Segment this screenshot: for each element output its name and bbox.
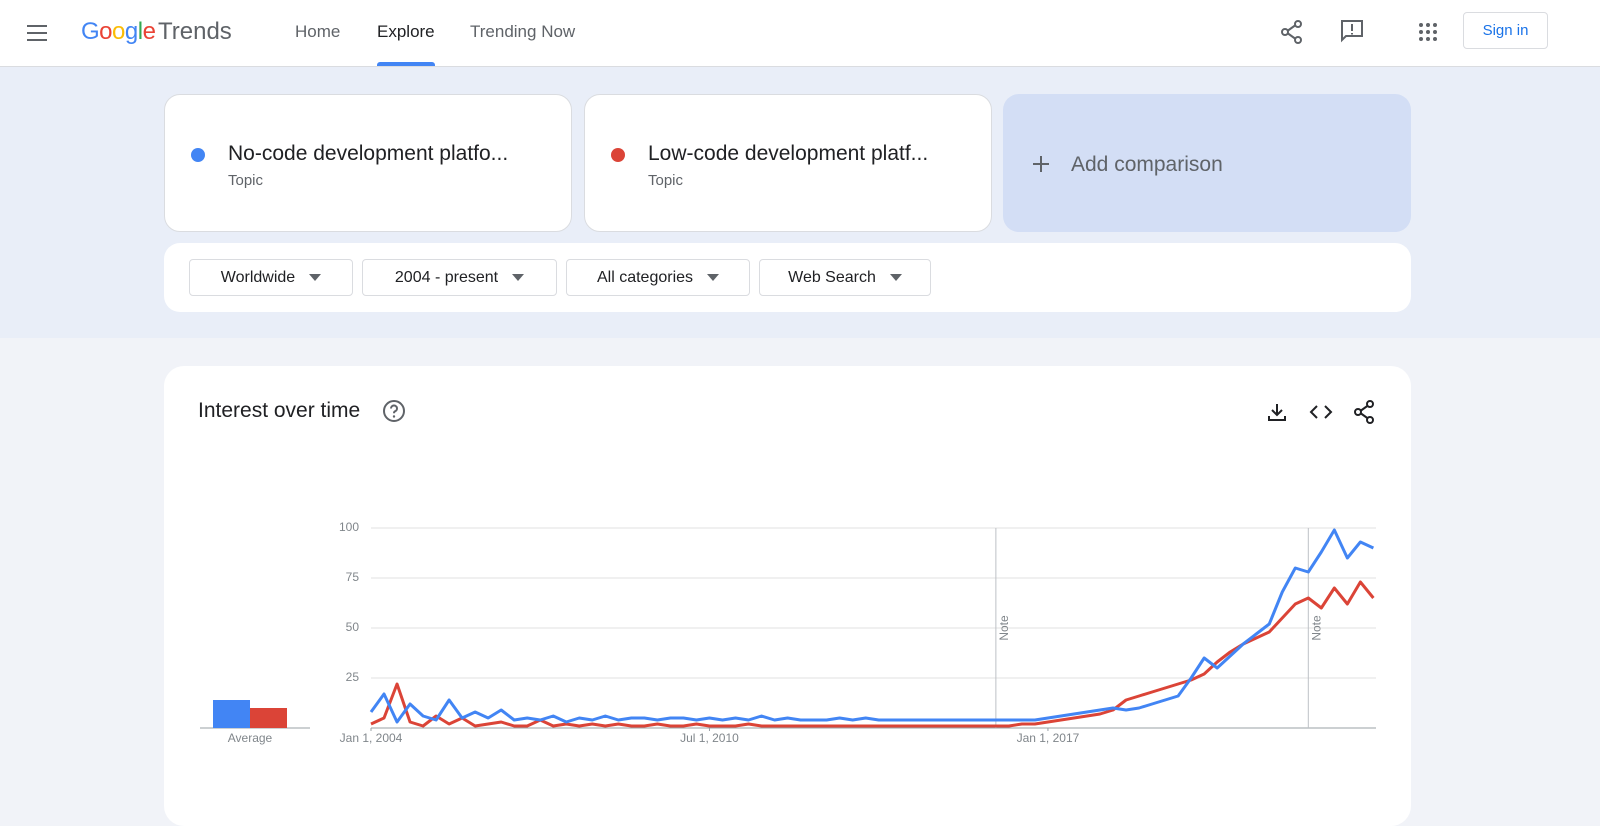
x-tick-label: Jan 1, 2004 [340, 731, 403, 745]
filter-label: Web Search [788, 268, 876, 286]
note-label: Note [997, 615, 1011, 641]
term-dot [611, 148, 625, 162]
logo-letter: o [99, 18, 113, 45]
term-card[interactable]: No-code development platfo... Topic [164, 94, 572, 232]
logo[interactable]: Google [81, 18, 156, 46]
y-tick-label: 50 [346, 620, 360, 634]
caret [889, 274, 902, 281]
filter-dropdown[interactable]: All categories [566, 259, 750, 296]
logo-product: Trends [158, 18, 232, 45]
logo-letter: g [124, 18, 138, 45]
menu-icon[interactable] [26, 24, 48, 42]
term-kind: Topic [648, 172, 684, 189]
caret [707, 274, 720, 281]
average-label: Average [228, 731, 273, 745]
filter-label: All categories [596, 268, 694, 286]
help-icon[interactable] [382, 399, 406, 423]
y-tick-label: 25 [346, 670, 360, 684]
filter-dropdown[interactable]: Worldwide [189, 259, 353, 296]
add-comparison[interactable]: Add comparison [1003, 94, 1411, 232]
apps-icon[interactable] [1419, 23, 1437, 41]
term-name: Low-code development platf... [648, 142, 929, 165]
filter-label: 2004 - present [394, 268, 499, 286]
chart-title: Interest over time [198, 399, 361, 422]
series-line [370, 580, 1375, 728]
download-icon[interactable] [1267, 402, 1287, 422]
term-dot [191, 148, 205, 162]
average-bar [250, 708, 287, 728]
filter-label: Worldwide [220, 268, 296, 286]
sign-in-button[interactable]: Sign in [1463, 12, 1548, 49]
nav-indicator [377, 62, 435, 66]
filter-dropdown[interactable]: Web Search [759, 259, 931, 296]
share-icon[interactable] [1353, 400, 1375, 424]
y-tick-label: 100 [339, 520, 359, 534]
term-card[interactable]: Low-code development platf... Topic [584, 94, 992, 232]
add-comparison-label: Add comparison [1071, 153, 1223, 176]
x-tick-label: Jan 1, 2017 [1017, 731, 1080, 745]
chart-card [164, 366, 1411, 826]
filter-dropdown[interactable]: 2004 - present [362, 259, 557, 296]
x-tick-label: Jul 1, 2010 [680, 731, 739, 745]
term-name: No-code development platfo... [228, 142, 509, 165]
y-tick-label: 75 [346, 570, 360, 584]
feedback-icon[interactable] [1340, 19, 1364, 43]
plus-icon [1033, 156, 1049, 172]
caret [309, 274, 322, 281]
nav-link[interactable]: Trending Now [470, 22, 576, 41]
top-bar: Google Trends Home Explore Trending Now … [0, 0, 1600, 67]
nav-link[interactable]: Explore [377, 22, 435, 41]
caret [512, 274, 525, 281]
logo-letter: l [137, 18, 143, 45]
series-line [369, 528, 1375, 724]
embed-icon[interactable] [1309, 403, 1333, 421]
nav-link[interactable]: Home [295, 22, 341, 41]
logo-letter: G [81, 18, 100, 45]
logo-letter: o [112, 18, 125, 45]
chart: 25 50 75 100 Jan 1, 2004 Jul 1, 2010 Jan 1, 20… [200, 520, 1376, 745]
term-kind: Topic [228, 172, 264, 189]
average-bar [213, 700, 250, 728]
note-label: Note [1309, 615, 1323, 641]
logo-letter: e [142, 18, 156, 45]
share-icon[interactable] [1280, 20, 1304, 44]
